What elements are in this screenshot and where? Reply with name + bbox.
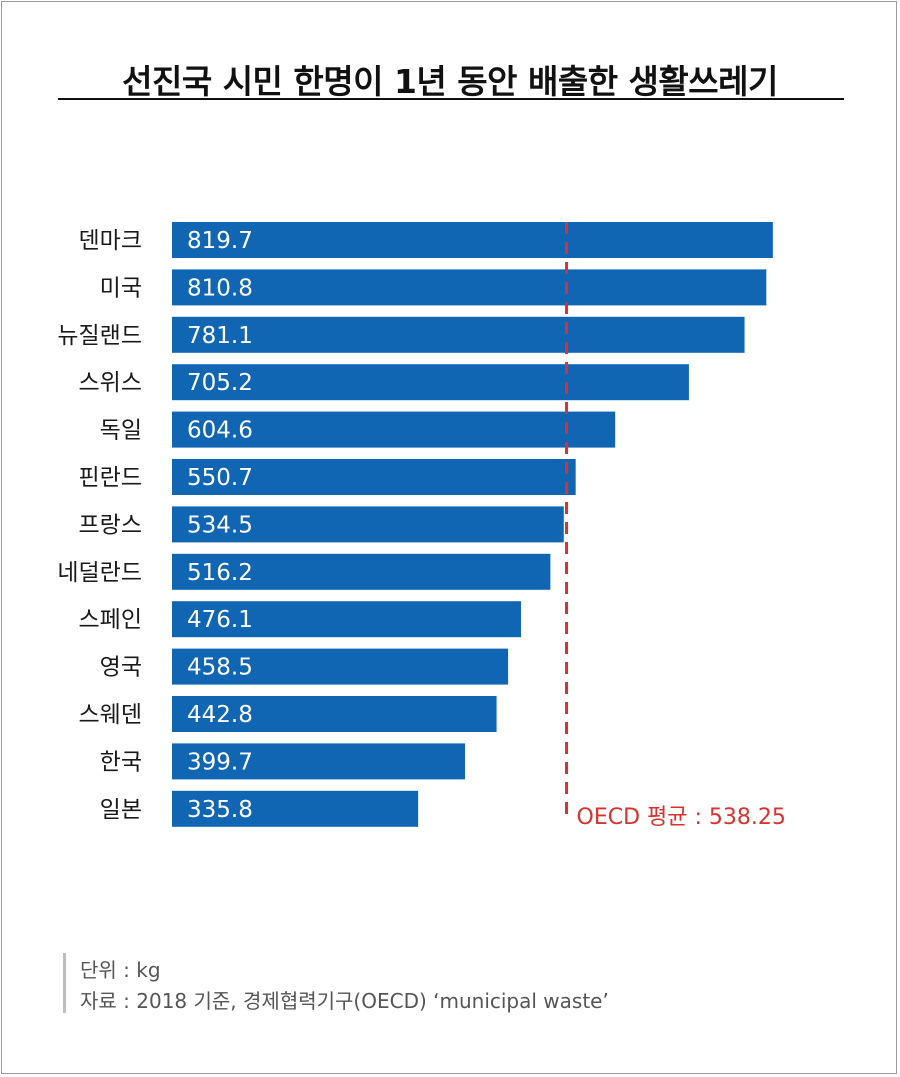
category-label: 핀란드 [79, 465, 142, 491]
bar [172, 269, 767, 306]
bar [172, 790, 419, 827]
bar-value-label: 399.7 [187, 749, 253, 775]
bar-value-label: 705.2 [187, 370, 253, 396]
bar [172, 743, 465, 780]
bar-value-label: 442.8 [187, 702, 253, 728]
footnote-divider [63, 953, 66, 1013]
oecd-average-label: OECD 평균 : 538.25 [577, 805, 786, 830]
bar [172, 222, 773, 258]
category-label: 네덜란드 [57, 560, 142, 586]
bar-value-label: 819.7 [187, 228, 253, 254]
bar-value-label: 604.6 [187, 418, 253, 444]
bar [172, 316, 745, 353]
category-label: 독일 [100, 418, 142, 444]
category-label: 영국 [100, 655, 142, 681]
bar [172, 459, 576, 495]
bar [172, 506, 564, 543]
bar [172, 601, 521, 638]
bar-value-label: 335.8 [187, 797, 253, 823]
bar [172, 553, 551, 590]
bar-value-label: 458.5 [187, 655, 253, 681]
source-note: 자료 : 2018 기준, 경제협력기구(OECD) ‘municipal wa… [80, 989, 609, 1013]
category-label: 일본 [100, 797, 142, 823]
bar [172, 364, 689, 401]
bar-value-label: 534.5 [187, 512, 253, 538]
category-label: 스위스 [79, 370, 142, 396]
bar-value-label: 781.1 [187, 323, 253, 349]
title-underline [58, 98, 844, 100]
bar-value-label: 550.7 [187, 465, 253, 491]
bar [172, 648, 509, 685]
category-label: 미국 [100, 275, 142, 301]
bar-value-label: 516.2 [187, 560, 253, 586]
category-label: 덴마크 [79, 228, 142, 254]
category-label: 한국 [100, 749, 142, 775]
category-label: 스웨덴 [79, 702, 142, 728]
bar-value-label: 476.1 [187, 607, 253, 633]
category-label: 뉴질랜드 [57, 323, 142, 349]
bar [172, 696, 497, 732]
chart-title: 선진국 시민 한명이 1년 동안 배출한 생활쓰레기 [122, 62, 778, 101]
unit-note: 단위 : kg [80, 958, 161, 982]
bar [172, 411, 616, 448]
category-label: 프랑스 [79, 512, 142, 538]
category-label: 스페인 [79, 607, 142, 633]
bar-value-label: 810.8 [187, 275, 253, 301]
